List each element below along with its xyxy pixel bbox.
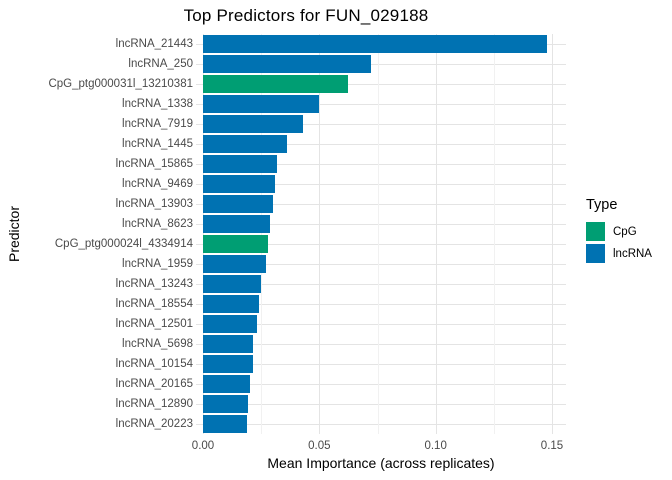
y-tick-label: lncRNA_250 xyxy=(128,58,193,70)
x-axis-title: Mean Importance (across replicates) xyxy=(267,455,495,471)
h-gridline xyxy=(196,244,566,245)
y-tick-label: lncRNA_12890 xyxy=(115,398,193,410)
bar-lncRNA_8623 xyxy=(203,215,271,233)
bar-lncRNA_1445 xyxy=(203,135,287,153)
h-gridline xyxy=(196,184,566,185)
y-tick-label: lncRNA_1338 xyxy=(122,98,193,110)
y-tick-label: lncRNA_13903 xyxy=(115,198,193,210)
bar-lncRNA_1959 xyxy=(203,255,266,273)
bar-lncRNA_7919 xyxy=(203,115,304,133)
legend-swatch-icon xyxy=(586,244,605,263)
h-gridline xyxy=(196,364,566,365)
y-axis-tick-labels: lncRNA_21443 lncRNA_250 CpG_ptg000031l_132… xyxy=(0,34,193,434)
bar-lncRNA_12501 xyxy=(203,315,257,333)
h-gridline xyxy=(196,224,566,225)
y-tick-label: lncRNA_8623 xyxy=(122,218,193,230)
y-tick-label: CpG_ptg000024l_4334914 xyxy=(54,238,193,250)
h-gridline xyxy=(196,384,566,385)
bar-lncRNA_13903 xyxy=(203,195,273,213)
v-minor-gridline xyxy=(261,34,263,434)
legend-label: CpG xyxy=(613,225,637,238)
x-tick-label: 0.05 xyxy=(308,440,331,452)
legend-label: lncRNA xyxy=(613,247,652,260)
h-gridline xyxy=(196,284,566,285)
bar-CpG_ptg000024l_4334914 xyxy=(203,235,269,253)
y-tick-label: lncRNA_20223 xyxy=(115,418,193,430)
h-gridline xyxy=(196,264,566,265)
legend-entries: CpG lncRNA xyxy=(586,222,652,263)
h-gridline xyxy=(196,104,566,105)
h-gridline xyxy=(196,64,566,65)
y-tick-label: lncRNA_20165 xyxy=(115,378,193,390)
h-gridline xyxy=(196,404,566,405)
h-gridline xyxy=(196,84,566,85)
y-tick-label: lncRNA_9469 xyxy=(122,178,193,190)
y-tick-label: CpG_ptg000031l_13210381 xyxy=(48,78,193,90)
v-major-gridline xyxy=(203,34,204,434)
v-major-gridline xyxy=(435,34,437,434)
legend-entry-CpG: CpG xyxy=(586,222,652,241)
v-major-gridline xyxy=(319,34,321,434)
bar-lncRNA_13243 xyxy=(203,275,262,293)
bar-lncRNA_15865 xyxy=(203,155,278,173)
bar-lncRNA_21443 xyxy=(203,35,548,53)
bar-lncRNA_1338 xyxy=(203,95,320,113)
x-tick-label: 0.15 xyxy=(540,440,564,452)
legend-title: Type xyxy=(586,197,618,213)
y-tick-label: lncRNA_18554 xyxy=(115,298,193,310)
legend-swatch-icon xyxy=(586,222,605,241)
bar-lncRNA_9469 xyxy=(203,175,276,193)
h-gridline xyxy=(196,124,566,125)
bar-lncRNA_12890 xyxy=(203,395,248,413)
bar-lncRNA_10154 xyxy=(203,355,253,373)
y-tick-label: lncRNA_13243 xyxy=(115,278,193,290)
v-major-gridline xyxy=(552,34,553,434)
v-minor-gridline xyxy=(493,34,495,434)
y-tick-label: lncRNA_10154 xyxy=(115,358,193,370)
h-gridline xyxy=(196,424,566,425)
y-tick-label: lncRNA_5698 xyxy=(122,338,193,350)
bar-lncRNA_20165 xyxy=(203,375,250,393)
h-gridline xyxy=(196,304,566,305)
h-gridline xyxy=(196,144,566,145)
bar-lncRNA_18554 xyxy=(203,295,259,313)
h-gridline xyxy=(196,204,566,205)
y-tick-label: lncRNA_21443 xyxy=(115,38,193,50)
bar-CpG_ptg000031l_13210381 xyxy=(203,75,349,93)
chart-title: Top Predictors for FUN_029188 xyxy=(183,6,429,25)
bar-lncRNA_250 xyxy=(203,55,371,73)
y-tick-label: lncRNA_15865 xyxy=(115,158,193,170)
h-gridline xyxy=(196,344,566,345)
legend-entry-lncRNA: lncRNA xyxy=(586,244,652,263)
x-tick-label: 0.00 xyxy=(191,440,215,452)
y-tick-label: lncRNA_12501 xyxy=(115,318,193,330)
plot-panel xyxy=(196,34,566,434)
y-tick-label: lncRNA_1959 xyxy=(122,258,193,270)
x-tick-label: 0.10 xyxy=(424,440,447,452)
v-minor-gridline xyxy=(377,34,379,434)
y-tick-label: lncRNA_1445 xyxy=(122,138,193,150)
h-gridline xyxy=(196,324,566,325)
bar-lncRNA_5698 xyxy=(203,335,254,353)
y-tick-label: lncRNA_7919 xyxy=(122,118,193,130)
legend: Type CpG lncRNA xyxy=(586,197,652,266)
h-gridline xyxy=(196,164,566,165)
bar-lncRNA_20223 xyxy=(203,415,247,433)
